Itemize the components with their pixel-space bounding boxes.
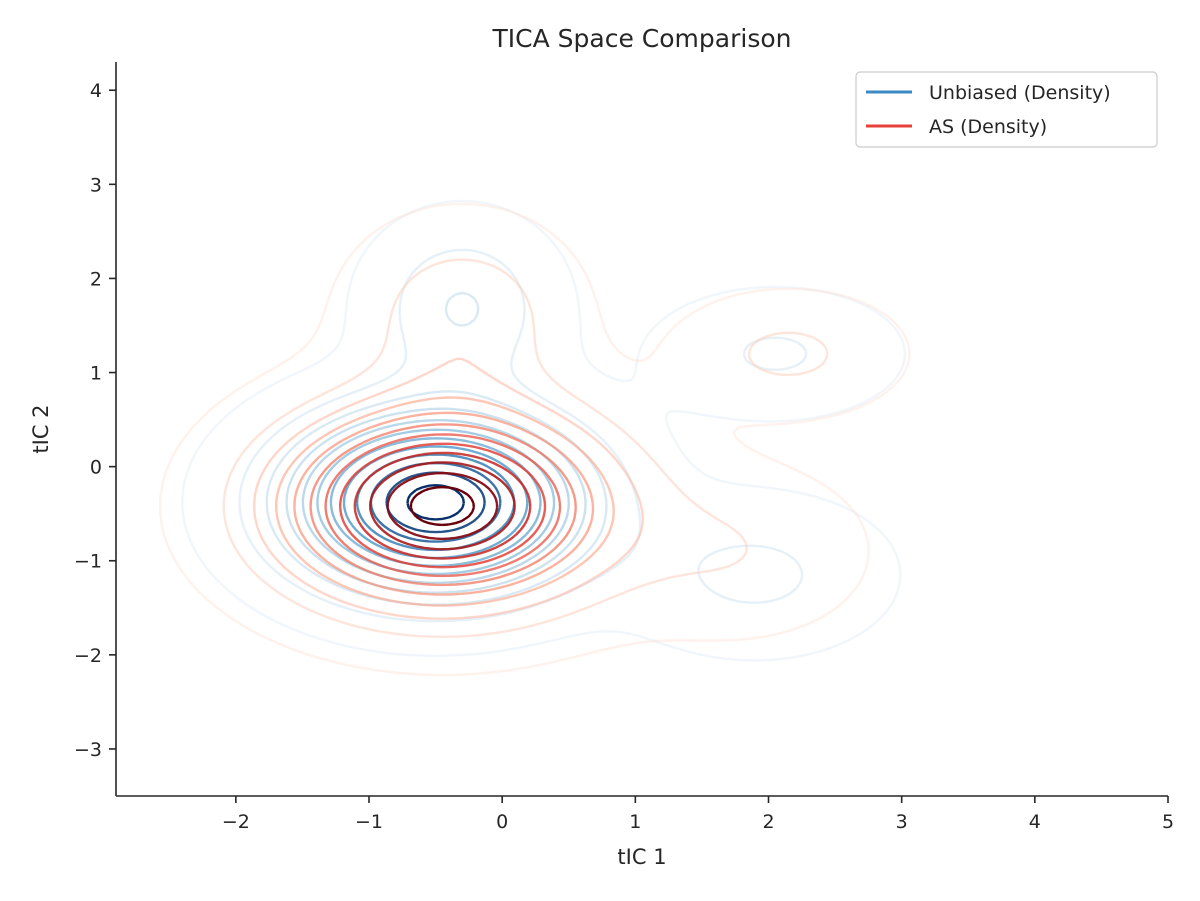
contour-level bbox=[238, 248, 808, 623]
contour-level bbox=[409, 485, 475, 527]
y-tick-label: −2 bbox=[74, 645, 102, 667]
contour-level bbox=[158, 202, 911, 677]
x-tick-label: 4 bbox=[1029, 811, 1041, 833]
contour-level bbox=[324, 433, 562, 578]
contour-level bbox=[293, 411, 595, 596]
contour-series-as bbox=[158, 202, 911, 677]
contour-level bbox=[369, 461, 516, 551]
axes bbox=[115, 62, 1168, 797]
x-tick-label: 3 bbox=[896, 811, 908, 833]
contour-level bbox=[222, 258, 829, 638]
y-axis-title: tIC 2 bbox=[29, 404, 53, 453]
contour-level bbox=[353, 451, 532, 560]
y-tick-label: 0 bbox=[90, 457, 102, 479]
x-axis-title: tIC 1 bbox=[617, 845, 666, 869]
contour-level bbox=[339, 442, 547, 569]
legend-label-unbiased: Unbiased (Density) bbox=[929, 82, 1111, 104]
y-tick-label: −3 bbox=[74, 739, 102, 761]
contour-level bbox=[253, 357, 644, 620]
y-tick-label: −1 bbox=[74, 551, 102, 573]
y-tick-label: 2 bbox=[90, 268, 102, 290]
y-tick-label: 3 bbox=[90, 174, 102, 196]
legend-label-as: AS (Density) bbox=[929, 116, 1047, 138]
x-tick-label: 1 bbox=[629, 811, 641, 833]
contour-level bbox=[385, 471, 486, 534]
contour-level bbox=[329, 437, 542, 567]
contour-level bbox=[275, 396, 615, 607]
x-tick-label: 2 bbox=[762, 811, 774, 833]
x-tick-label: −1 bbox=[355, 811, 383, 833]
contour-level bbox=[309, 423, 577, 587]
contour-level bbox=[181, 199, 907, 662]
x-tick-label: −2 bbox=[222, 811, 250, 833]
ticks: −2 −1 0 1 2 3 4 5 −3 −2 −1 0 1 2 3 4 bbox=[74, 80, 1174, 833]
contour-layer bbox=[158, 199, 911, 677]
contour-level bbox=[406, 484, 465, 521]
y-tick-label: 1 bbox=[90, 363, 102, 385]
contour-level bbox=[386, 471, 499, 541]
y-tick-label: 4 bbox=[90, 80, 102, 102]
x-tick-label: 0 bbox=[496, 811, 508, 833]
chart-title: TICA Space Comparison bbox=[492, 24, 792, 53]
contour-series-unbiased bbox=[181, 199, 907, 662]
x-tick-label: 5 bbox=[1162, 811, 1174, 833]
legend-box bbox=[855, 71, 1158, 148]
legend: Unbiased (Density) AS (Density) bbox=[855, 71, 1158, 148]
